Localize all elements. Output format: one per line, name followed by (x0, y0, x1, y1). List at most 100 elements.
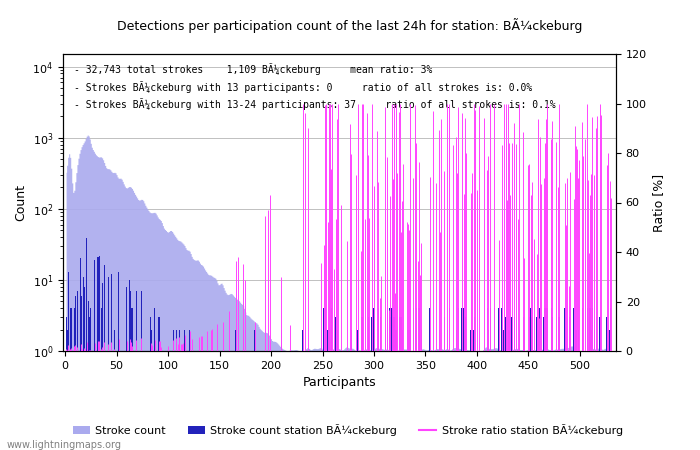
Bar (141, 291, 142, 450)
Y-axis label: Count: Count (14, 184, 27, 221)
Bar (176, 329, 177, 450)
Bar (167, 351, 169, 450)
Bar (394, 317, 395, 450)
Bar (407, 329, 409, 450)
Bar (456, 329, 457, 450)
Bar (600, 317, 601, 450)
Bar (565, 308, 566, 450)
Bar (596, 317, 597, 450)
Bar (551, 308, 552, 450)
Bar (498, 308, 499, 450)
Bar (68, 272, 69, 450)
Text: - Strokes BÃ¼ckeburg with 13-24 participants: 37     ratio of all strokes is: 0.: - Strokes BÃ¼ckeburg with 13-24 particip… (74, 99, 556, 110)
Bar (559, 317, 560, 450)
Bar (81, 296, 82, 450)
Bar (518, 351, 519, 450)
Bar (556, 351, 557, 450)
Bar (395, 329, 396, 450)
Bar (357, 329, 358, 450)
Bar (237, 329, 239, 450)
Bar (540, 351, 541, 450)
Bar (94, 260, 95, 450)
Bar (465, 317, 466, 450)
Bar (606, 317, 607, 450)
Bar (393, 317, 394, 450)
Bar (453, 351, 454, 450)
Bar (494, 308, 495, 450)
Bar (584, 351, 586, 450)
Bar (435, 351, 436, 450)
Bar (70, 308, 71, 450)
Bar (457, 351, 458, 450)
Bar (524, 329, 525, 450)
Bar (537, 317, 538, 450)
Bar (323, 308, 324, 450)
Text: Detections per participation count of the last 24h for station: BÃ¼ckeburg: Detections per participation count of th… (118, 18, 582, 33)
Bar (402, 329, 403, 450)
Bar (381, 351, 382, 450)
Bar (392, 308, 393, 450)
Bar (368, 317, 370, 450)
Bar (592, 308, 593, 450)
Bar (528, 351, 529, 450)
Text: - 32,743 total strokes    1,109 BÃ¼ckeburg     mean ratio: 3%: - 32,743 total strokes 1,109 BÃ¼ckeburg … (74, 63, 433, 75)
Bar (440, 351, 442, 450)
Bar (361, 317, 362, 450)
Bar (552, 317, 553, 450)
Bar (461, 308, 462, 450)
Bar (150, 317, 151, 450)
Bar (597, 351, 598, 450)
Bar (366, 351, 368, 450)
Bar (126, 287, 127, 450)
Bar (351, 329, 352, 450)
Bar (599, 317, 600, 450)
Bar (607, 351, 608, 450)
Bar (360, 351, 361, 450)
Bar (331, 308, 332, 450)
Bar (432, 351, 433, 450)
Bar (200, 351, 202, 450)
Text: www.lightningmaps.org: www.lightningmaps.org (7, 440, 122, 450)
Bar (335, 317, 337, 450)
Bar (73, 351, 74, 450)
Bar (566, 351, 567, 450)
Bar (609, 329, 610, 450)
Bar (267, 351, 268, 450)
Bar (206, 351, 208, 450)
Bar (503, 329, 504, 450)
Bar (399, 317, 400, 450)
Bar (340, 351, 342, 450)
Bar (328, 329, 329, 450)
Bar (488, 329, 489, 450)
Bar (307, 351, 309, 450)
Bar (508, 329, 510, 450)
Bar (575, 329, 576, 450)
Bar (217, 351, 218, 450)
Bar (364, 351, 365, 450)
Bar (543, 317, 545, 450)
Bar (211, 351, 212, 450)
Bar (243, 329, 244, 450)
Bar (418, 308, 419, 450)
Bar (84, 287, 85, 450)
Bar (564, 308, 565, 450)
Bar (198, 351, 200, 450)
Bar (327, 329, 328, 450)
Bar (539, 308, 540, 450)
Bar (97, 257, 99, 450)
Bar (421, 329, 422, 450)
Bar (429, 308, 430, 450)
Bar (569, 317, 570, 450)
Bar (576, 329, 578, 450)
Bar (86, 238, 88, 450)
Bar (463, 308, 464, 450)
Bar (414, 329, 416, 450)
Bar (160, 351, 161, 450)
X-axis label: Participants: Participants (302, 376, 377, 389)
Bar (173, 329, 174, 450)
Bar (400, 317, 401, 450)
Bar (396, 329, 397, 450)
Bar (588, 351, 589, 450)
Bar (420, 351, 421, 450)
Bar (390, 317, 391, 450)
